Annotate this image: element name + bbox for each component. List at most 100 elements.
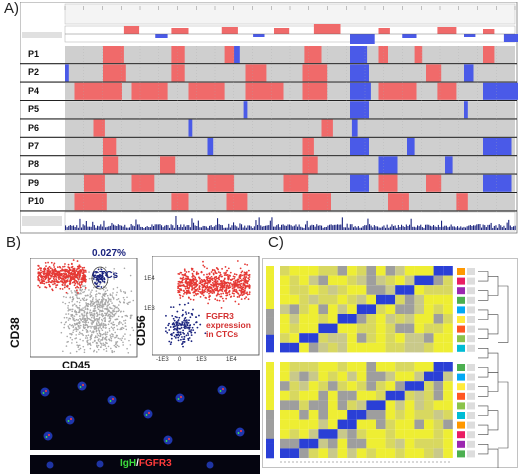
scatter1-event — [90, 316, 93, 319]
correlation-cell — [289, 323, 300, 334]
scatter2-cd56-event — [237, 292, 240, 295]
density-bar — [341, 217, 343, 230]
scatter1-event — [91, 289, 93, 291]
scatter2-cd56-event — [214, 287, 217, 290]
correlation-cell — [366, 419, 376, 430]
density-bar — [87, 226, 89, 230]
scatter2-cd56-event — [228, 289, 231, 292]
density-bar — [372, 227, 374, 230]
scatter2-cd56-event — [240, 285, 243, 288]
scatter2-cd56-event — [242, 293, 245, 296]
scatter2-ytick-1e4: 1E4 — [144, 276, 155, 282]
correlation-cell — [289, 410, 300, 420]
correlation-cell — [328, 419, 338, 430]
scatter2-cd56-event — [233, 273, 236, 275]
sample-color-tag — [457, 325, 465, 333]
scatter1-cd38-event — [37, 278, 40, 281]
scatter2-cd56-event — [196, 283, 199, 286]
scatter1-event — [101, 344, 103, 346]
scatter2-cd56-event — [211, 277, 214, 280]
scatter1-cd38-event — [76, 260, 79, 262]
cnv-gain-segment — [84, 174, 105, 192]
scatter1-event — [98, 305, 100, 308]
correlation-cell — [443, 438, 453, 449]
scatter1-cd38-event — [43, 276, 46, 278]
correlation-cell — [337, 304, 348, 314]
scatter1-event — [110, 298, 112, 301]
density-bar — [348, 227, 350, 230]
correlation-cell — [424, 333, 434, 343]
density-bar — [271, 217, 273, 230]
correlation-cell — [395, 438, 405, 449]
density-bar — [127, 227, 129, 230]
scatter2-cd56-event — [242, 286, 245, 289]
density-bar — [228, 223, 230, 230]
scatter1-cd38-event — [63, 265, 66, 268]
density-bar — [108, 226, 110, 230]
scatter1-event — [94, 319, 97, 321]
scatter2-cd56-event — [244, 297, 246, 300]
scatter1-event — [71, 299, 74, 301]
scatter1-event — [104, 266, 107, 269]
correlation-cell — [356, 294, 367, 305]
scatter1-event — [96, 336, 99, 339]
correlation-cell — [404, 400, 415, 410]
scatter1-cd38-event — [67, 269, 70, 272]
density-bar — [85, 221, 87, 230]
scatter2-cd56-event — [228, 284, 231, 286]
density-bar — [477, 224, 479, 230]
density-bar — [381, 226, 383, 230]
cnv-gain-segment — [171, 64, 185, 82]
scatter1-event — [120, 328, 123, 331]
correlation-cell — [424, 304, 434, 314]
scatter2-ctc-event — [177, 339, 180, 342]
scatter1-cd38-event — [69, 282, 72, 285]
scatter2-cd56-event — [201, 293, 204, 295]
correlation-cell — [308, 438, 319, 449]
scatter1-event — [65, 345, 68, 347]
scatter2-cd56-event — [232, 275, 235, 278]
correlation-cell — [424, 294, 434, 305]
sample-id-tag — [467, 364, 475, 371]
scatter1-event — [65, 296, 67, 299]
scatter1-cd38-event — [82, 278, 85, 281]
density-bar — [325, 226, 327, 230]
scatter1-event — [89, 300, 92, 302]
scatter1-event — [108, 310, 110, 312]
correlation-cell — [318, 410, 328, 420]
correlation-cell — [308, 400, 319, 410]
correlation-cell — [356, 266, 367, 276]
scatter1-event — [97, 348, 100, 351]
summary-gain-bar — [378, 28, 390, 34]
scatter1-event — [105, 312, 108, 315]
scatter2-cd56-event — [234, 300, 237, 303]
scatter2-cd56-event — [205, 297, 208, 299]
nucleus — [175, 393, 185, 403]
density-bar — [471, 226, 473, 230]
correlation-cell — [337, 429, 348, 439]
scatter1-event — [88, 271, 90, 273]
scatter1-event — [104, 318, 107, 320]
scatter2-cd56-event — [177, 282, 180, 285]
scatter1-event — [124, 322, 127, 324]
scatter1-event — [104, 331, 107, 333]
scatter1-event — [75, 326, 77, 329]
correlation-cell — [280, 285, 290, 295]
correlation-cell — [385, 275, 396, 286]
scatter2-ctc-event — [171, 314, 174, 317]
density-bar — [180, 224, 182, 230]
correlation-cell — [318, 294, 328, 305]
density-bar — [193, 222, 195, 230]
nucleus — [206, 461, 214, 469]
sample-id-tag — [467, 392, 475, 400]
cnv-loss-segment — [445, 156, 453, 174]
scatter1-event — [104, 316, 106, 319]
correlation-cell — [424, 371, 434, 382]
scatter1-cd38-event — [37, 284, 40, 287]
scatter1-cd38-event — [78, 276, 81, 279]
scatter1-cd38-event — [75, 289, 78, 292]
correlation-cell — [337, 410, 348, 420]
correlation-cell — [424, 275, 434, 286]
scatter1-cd38-event — [46, 270, 49, 273]
scatter1-cd38-event — [65, 276, 68, 279]
